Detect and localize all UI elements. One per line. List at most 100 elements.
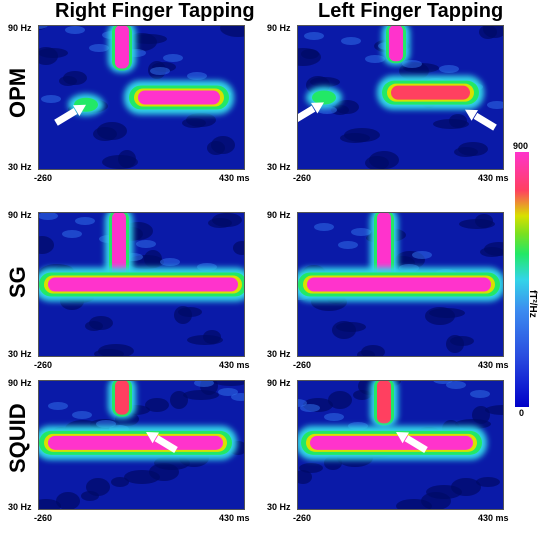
y-tick-label-top: 90 Hz xyxy=(267,210,291,220)
y-tick-label-top: 90 Hz xyxy=(8,210,32,220)
noise-blob xyxy=(86,478,110,496)
noise-blob xyxy=(396,499,432,510)
heatmap-svg xyxy=(297,380,504,510)
arrow-shaft xyxy=(473,112,497,131)
beta-band-core xyxy=(307,277,491,292)
noise-blob xyxy=(476,477,500,487)
x-tick-label-start: -260 xyxy=(34,513,53,523)
panel-frame xyxy=(297,25,504,170)
panel-frame xyxy=(38,25,245,170)
noise-blob xyxy=(85,321,103,331)
arrow-shaft xyxy=(154,435,178,454)
noise-blob-light xyxy=(72,411,92,419)
noise-blob-light xyxy=(324,413,344,421)
x-tick-label-end: 430 ms xyxy=(478,173,509,183)
x-tick-label-start: -260 xyxy=(293,513,312,523)
noise-blob-light xyxy=(163,54,183,62)
beta-band-core xyxy=(310,435,473,450)
noise-blob xyxy=(332,321,356,339)
colorbar-gradient xyxy=(515,152,529,407)
noise-blob xyxy=(207,141,225,155)
noise-blob-light xyxy=(470,390,490,398)
noise-blob xyxy=(472,406,490,424)
colorbar-unit-label: fT²/Hz xyxy=(527,290,538,318)
beta-band-core xyxy=(138,90,220,105)
noise-blob xyxy=(426,485,462,499)
noise-blob xyxy=(425,307,455,325)
y-tick-label-bottom: 30 Hz xyxy=(8,162,32,172)
heatmap-panel-squid-left xyxy=(297,380,504,510)
heatmap-svg xyxy=(297,25,504,170)
burst-core xyxy=(389,25,403,62)
annotation-arrow xyxy=(54,104,86,126)
noise-blob xyxy=(38,47,58,65)
noise-blob xyxy=(208,218,232,228)
arrow-head xyxy=(465,109,478,121)
arrow-head xyxy=(311,102,324,114)
heatmap-svg xyxy=(38,25,245,170)
noise-blob-light xyxy=(365,55,385,63)
panel-frame xyxy=(297,380,504,510)
colorbar-max-label: 900 xyxy=(513,141,529,151)
noise-blob-light xyxy=(187,72,207,80)
noise-blob xyxy=(38,499,61,510)
column-title-right: Right Finger Tapping xyxy=(55,0,255,22)
y-tick-label-bottom: 30 Hz xyxy=(267,162,291,172)
noise-blob xyxy=(433,119,469,129)
noise-blob-light xyxy=(304,32,324,40)
noise-blob xyxy=(480,247,504,257)
y-tick-label-top: 90 Hz xyxy=(8,23,32,33)
noise-blob-light xyxy=(38,212,58,220)
heatmap-panel-opm-right xyxy=(38,25,245,170)
colorbar-svg xyxy=(515,152,529,407)
burst-core xyxy=(115,380,129,415)
noise-blob-light xyxy=(412,251,432,259)
row-label-opm: OPM xyxy=(5,67,30,118)
x-tick-label-start: -260 xyxy=(293,173,312,183)
noise-blob xyxy=(297,48,321,66)
column-title-left: Left Finger Tapping xyxy=(318,0,504,22)
burst-core xyxy=(377,212,391,280)
noise-blob xyxy=(145,398,169,412)
noise-blob xyxy=(102,155,138,169)
noise-blob-light xyxy=(338,241,358,249)
noise-blob xyxy=(56,492,80,510)
noise-blob xyxy=(357,350,375,357)
heatmap-panel-sg-right xyxy=(38,212,245,357)
noise-blob xyxy=(94,349,124,357)
x-tick-label-end: 430 ms xyxy=(478,513,509,523)
noise-blob-light xyxy=(150,67,170,75)
panel-frame xyxy=(297,212,504,357)
noise-blob xyxy=(340,133,370,143)
arrow-head xyxy=(146,432,159,444)
burst-core xyxy=(115,25,129,69)
noise-blob xyxy=(174,306,192,324)
heatmap-svg xyxy=(38,212,245,357)
noise-blob-light xyxy=(160,258,180,266)
noise-blob xyxy=(124,470,160,484)
noise-blob xyxy=(454,147,478,157)
noise-blob-light xyxy=(136,240,156,248)
x-tick-label-end: 430 ms xyxy=(219,360,250,370)
x-tick-label-end: 430 ms xyxy=(219,173,250,183)
heatmap-panel-squid-right xyxy=(38,380,245,510)
arrow-shaft xyxy=(404,435,428,454)
heatmap-panel-opm-left xyxy=(297,25,504,170)
noise-blob-light xyxy=(194,380,214,387)
noise-blob xyxy=(170,391,188,409)
noise-blob-light xyxy=(439,65,459,73)
noise-blob-light xyxy=(218,388,238,396)
noise-blob xyxy=(297,470,312,484)
annotation-arrow xyxy=(146,432,178,454)
arrow-shaft xyxy=(54,108,78,126)
noise-blob-light xyxy=(48,402,68,410)
beta-band-core xyxy=(48,277,238,292)
beta-band-core xyxy=(391,85,470,100)
noise-blob xyxy=(59,76,77,86)
noise-blob xyxy=(93,127,117,141)
x-tick-label-start: -260 xyxy=(34,173,53,183)
noise-blob-light xyxy=(314,223,334,231)
y-tick-label-top: 90 Hz xyxy=(8,378,32,388)
y-tick-label-bottom: 30 Hz xyxy=(267,349,291,359)
x-tick-label-start: -260 xyxy=(293,360,312,370)
